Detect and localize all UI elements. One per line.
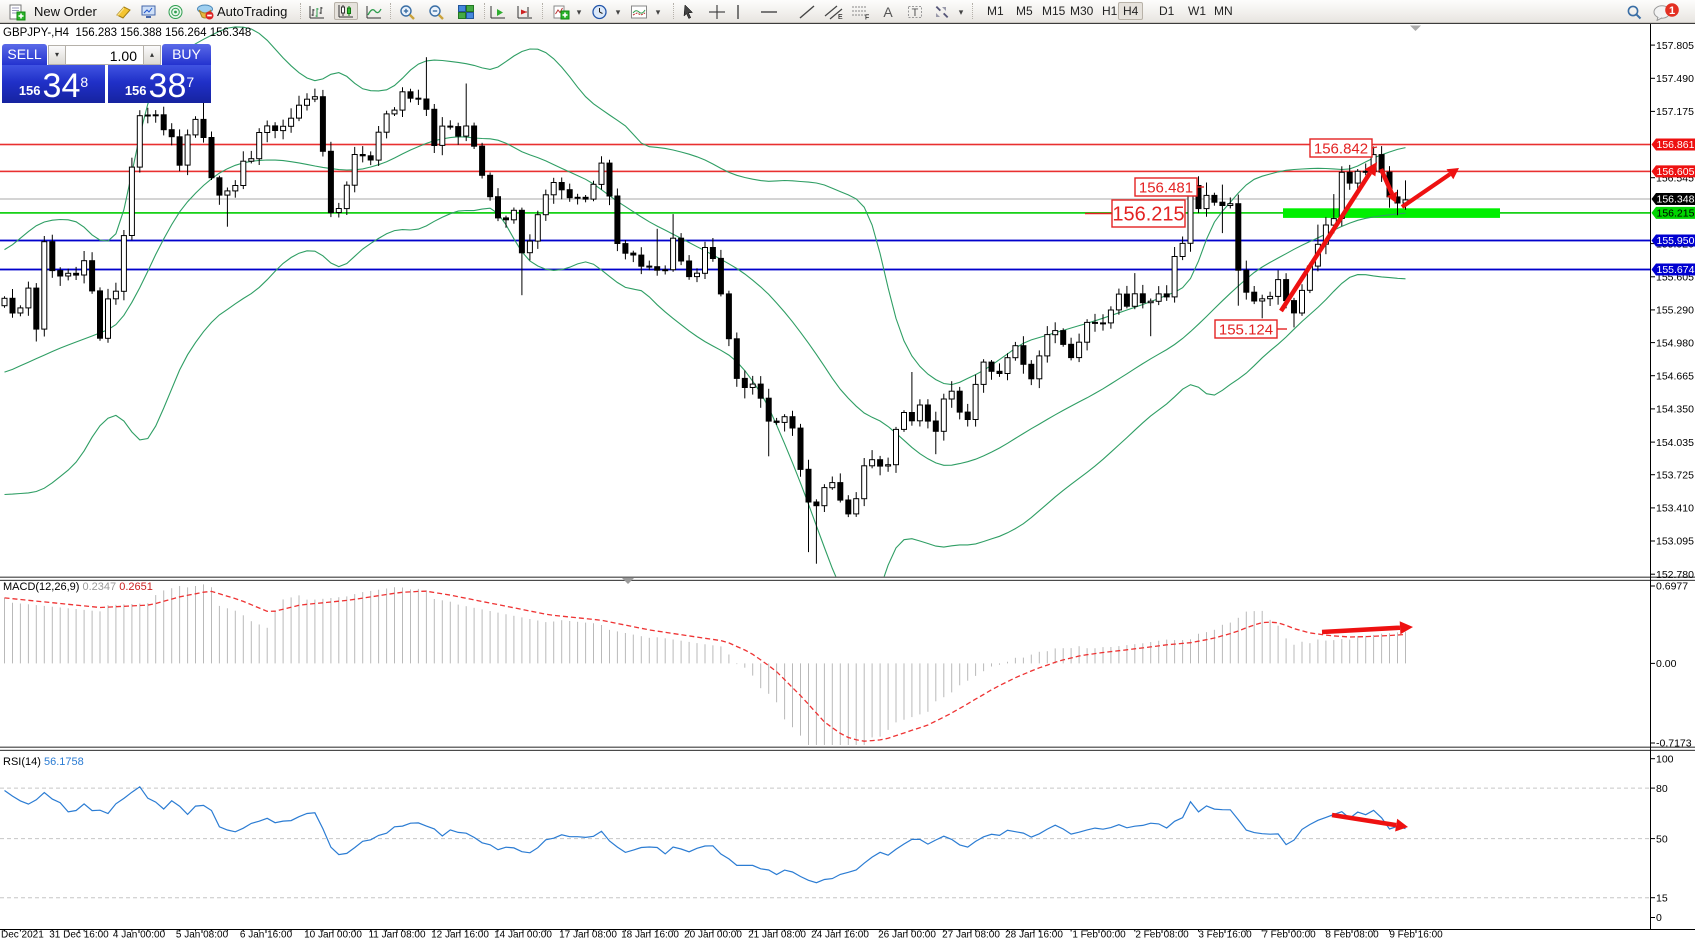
svg-text:11 Jan 08:00: 11 Jan 08:00 <box>368 930 426 941</box>
svg-text:156.215: 156.215 <box>1112 204 1184 226</box>
svg-text:80: 80 <box>1656 783 1668 795</box>
svg-text:18 Jan 16:00: 18 Jan 16:00 <box>621 930 679 941</box>
svg-text:F: F <box>865 15 869 21</box>
svg-text:155.674: 155.674 <box>1657 264 1695 276</box>
svg-text:155.290: 155.290 <box>1656 305 1694 317</box>
svg-text:7 Feb 00:00: 7 Feb 00:00 <box>1262 930 1316 941</box>
svg-text:100: 100 <box>1656 753 1674 765</box>
svg-text:24 Jan 16:00: 24 Jan 16:00 <box>811 930 869 941</box>
svg-text:3 Feb 16:00: 3 Feb 16:00 <box>1198 930 1252 941</box>
svg-text:156.215: 156.215 <box>1657 208 1695 220</box>
svg-text:0.00: 0.00 <box>1656 658 1677 670</box>
svg-text:20 Jan 00:00: 20 Jan 00:00 <box>684 930 742 941</box>
svg-text:5 Jan 08:00: 5 Jan 08:00 <box>176 930 229 941</box>
svg-text:157.175: 157.175 <box>1656 106 1694 118</box>
svg-text:0.6977: 0.6977 <box>1656 581 1688 593</box>
svg-text:2 Feb 08:00: 2 Feb 08:00 <box>1135 930 1189 941</box>
svg-text:9 Feb 16:00: 9 Feb 16:00 <box>1389 930 1443 941</box>
svg-text:156.842: 156.842 <box>1314 140 1368 157</box>
svg-text:E: E <box>838 14 843 20</box>
svg-text:154.665: 154.665 <box>1656 370 1694 382</box>
svg-text:Dec 2021: Dec 2021 <box>1 930 44 941</box>
svg-text:14 Jan 00:00: 14 Jan 00:00 <box>494 930 552 941</box>
svg-text:155.950: 155.950 <box>1657 235 1695 247</box>
svg-text:17 Jan 08:00: 17 Jan 08:00 <box>559 930 617 941</box>
svg-text:154.980: 154.980 <box>1656 337 1694 349</box>
svg-text:8 Feb 08:00: 8 Feb 08:00 <box>1325 930 1379 941</box>
svg-text:21 Jan 08:00: 21 Jan 08:00 <box>748 930 806 941</box>
svg-text:155.124: 155.124 <box>1219 321 1273 338</box>
svg-text:156.481: 156.481 <box>1139 179 1193 196</box>
svg-text:T: T <box>912 7 919 19</box>
svg-text:156.605: 156.605 <box>1657 166 1695 178</box>
svg-text:1 Feb 00:00: 1 Feb 00:00 <box>1072 930 1126 941</box>
svg-text:156.861: 156.861 <box>1657 139 1695 151</box>
svg-text:28 Jan 16:00: 28 Jan 16:00 <box>1005 930 1063 941</box>
svg-text:4 Jan 00:00: 4 Jan 00:00 <box>113 930 166 941</box>
svg-text:26 Jan 00:00: 26 Jan 00:00 <box>878 930 936 941</box>
svg-text:154.350: 154.350 <box>1656 404 1694 416</box>
svg-text:-0.7173: -0.7173 <box>1656 738 1692 750</box>
svg-text:RSI(14) 56.1758: RSI(14) 56.1758 <box>3 756 84 768</box>
svg-text:MACD(12,26,9) 0.2347 0.2651: MACD(12,26,9) 0.2347 0.2651 <box>3 581 153 593</box>
svg-text:157.805: 157.805 <box>1656 40 1694 52</box>
svg-text:31 Dec 16:00: 31 Dec 16:00 <box>49 930 109 941</box>
svg-text:157.490: 157.490 <box>1656 73 1694 85</box>
svg-text:153.410: 153.410 <box>1656 503 1694 515</box>
svg-text:154.035: 154.035 <box>1656 437 1694 449</box>
svg-text:153.095: 153.095 <box>1656 536 1694 548</box>
svg-text:12 Jan 16:00: 12 Jan 16:00 <box>431 930 489 941</box>
svg-text:50: 50 <box>1656 833 1668 845</box>
svg-text:10 Jan 00:00: 10 Jan 00:00 <box>304 930 362 941</box>
svg-text:6 Jan 16:00: 6 Jan 16:00 <box>240 930 293 941</box>
svg-text:A: A <box>883 4 893 20</box>
svg-text:27 Jan 08:00: 27 Jan 08:00 <box>942 930 1000 941</box>
svg-text:1: 1 <box>1669 5 1675 17</box>
svg-text:152.780: 152.780 <box>1656 569 1694 581</box>
svg-text:15: 15 <box>1656 892 1668 904</box>
svg-text:153.725: 153.725 <box>1656 469 1694 481</box>
svg-text:156.348: 156.348 <box>1657 194 1695 206</box>
svg-text:0: 0 <box>1656 912 1662 924</box>
